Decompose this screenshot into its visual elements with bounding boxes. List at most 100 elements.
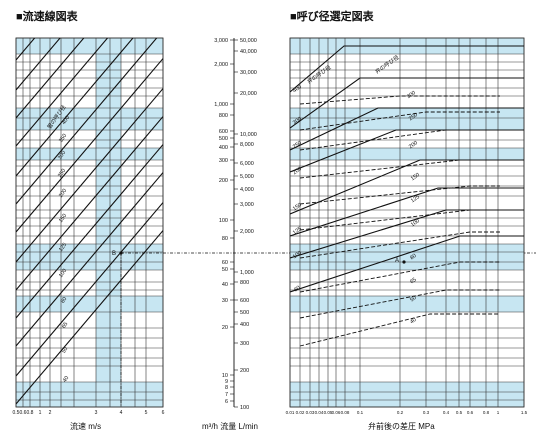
point-b-marker xyxy=(119,251,123,255)
lmin-tick-label: 8,000 xyxy=(240,142,254,148)
valve-line-dashed xyxy=(299,185,500,205)
band-row xyxy=(16,296,163,312)
valve-line-solid xyxy=(290,45,524,93)
m3h-tick-label: 100 xyxy=(219,218,228,224)
right-x-tick-label: 0.8 xyxy=(483,410,490,415)
valve-line-solid xyxy=(290,77,524,129)
band-row xyxy=(16,108,163,130)
valve-line-dashed xyxy=(299,129,500,151)
m3h-tick-label: 600 xyxy=(219,129,228,135)
m3h-tick-label: 1,000 xyxy=(214,102,228,108)
pipe-line-label: 80 xyxy=(60,296,68,304)
valve-line-dashed xyxy=(299,111,500,131)
valve-line-label: 100 xyxy=(292,250,303,260)
valve-line-label: 250 xyxy=(292,140,303,150)
right-x-tick-label: 0.03 xyxy=(306,410,315,415)
lmin-tick-label: 2,000 xyxy=(240,229,254,235)
valve-dashed-label: 50 xyxy=(409,295,417,303)
right-x-axis-title: 弁前後の差圧 MPa xyxy=(368,422,435,431)
pipe-line-label: 300 xyxy=(57,150,67,161)
pipe-diameter-line xyxy=(16,38,134,177)
right-x-tick-label: 0.02 xyxy=(296,410,305,415)
pipe-line-label: 40 xyxy=(62,375,70,383)
band-row xyxy=(16,382,163,407)
pipe-line-label: 400 xyxy=(61,115,71,126)
lmin-tick-label: 1,000 xyxy=(240,270,254,276)
valve-line-dashed xyxy=(299,231,500,259)
m3h-tick-label: 8 xyxy=(225,385,228,391)
valve-line-dashed xyxy=(299,313,500,347)
right-x-tick-label: 0.3 xyxy=(423,410,430,415)
right-x-tick-label: 0.06 xyxy=(332,410,341,415)
left-x-tick-label: 5 xyxy=(145,410,148,416)
left-x-axis-title: 流速 m/s xyxy=(70,422,102,431)
valve-dashed-label: 65 xyxy=(409,277,417,285)
pipe-diameter-line xyxy=(16,38,85,119)
right-x-tick-label: 0.4 xyxy=(443,410,450,415)
band-row xyxy=(16,148,163,160)
band-row xyxy=(290,382,524,407)
m3h-tick-label: 200 xyxy=(219,178,228,184)
m3h-tick-label: 2,000 xyxy=(214,62,228,68)
pipe-line-label: 50 xyxy=(61,346,69,354)
point-a-label: A xyxy=(395,258,399,264)
right-x-tick-label: 0.5 xyxy=(456,410,463,415)
valve-dashed-label: 300 xyxy=(406,90,417,100)
lmin-tick-label: 40,000 xyxy=(240,49,257,55)
m3h-tick-label: 6 xyxy=(225,399,228,405)
lmin-tick-label: 20,000 xyxy=(240,91,257,97)
left-x-tick-label: 0.5 xyxy=(13,410,20,416)
m3h-tick-label: 9 xyxy=(225,379,228,385)
valve-line-solid xyxy=(290,235,524,293)
left-x-tick-label: 3 xyxy=(95,410,98,416)
m3h-tick-label: 40 xyxy=(222,282,228,288)
valve-dashed-label: 250 xyxy=(408,112,419,122)
pipe-diameter-line xyxy=(16,171,163,347)
band-row xyxy=(290,244,524,270)
valve-dashed-label: 80 xyxy=(409,253,417,261)
pipe-diameter-line xyxy=(16,87,163,263)
lmin-tick-label: 6,000 xyxy=(240,161,254,167)
m3h-tick-label: 7 xyxy=(225,392,228,398)
right-x-tick-label: 0.08 xyxy=(341,410,350,415)
left-x-tick-label: 2 xyxy=(49,410,52,416)
valve-line-dashed xyxy=(299,261,500,293)
band-row xyxy=(290,148,524,160)
pipe-line-label: 65 xyxy=(61,321,69,329)
pipe-diameter-line xyxy=(16,115,163,291)
lmin-tick-label: 300 xyxy=(240,341,249,347)
lmin-tick-label: 3,000 xyxy=(240,202,254,208)
right-x-tick-label: 0.1 xyxy=(357,410,364,415)
valve-line-dashed xyxy=(299,209,500,231)
pipe-diameter-line xyxy=(16,201,163,377)
right-x-tick-label: 1 xyxy=(497,410,500,415)
valve-dashed-label: 40 xyxy=(409,317,417,325)
valve-line-dashed xyxy=(299,95,500,105)
valve-diameter-caption: 弁の呼び径 xyxy=(373,53,401,76)
right-chart-title: ■呼び径選定図表 xyxy=(290,11,374,23)
lmin-tick-label: 500 xyxy=(240,310,249,316)
band-row xyxy=(290,108,524,130)
m3h-tick-label: 80 xyxy=(222,236,228,242)
valve-line-label: 400 xyxy=(292,84,303,94)
band-row xyxy=(290,296,524,312)
band-column xyxy=(96,38,121,407)
valve-dashed-label: 125 xyxy=(410,194,421,204)
m3h-tick-label: 400 xyxy=(219,145,228,151)
center-axis-title: m³/h 流量 L/min xyxy=(202,422,259,431)
pipe-diameter-line xyxy=(16,38,158,205)
valve-line-solid xyxy=(290,159,524,215)
right-frame xyxy=(289,37,525,408)
right-x-tick-label: 0.04 xyxy=(315,410,324,415)
m3h-tick-label: 500 xyxy=(219,136,228,142)
m3h-tick-label: 50 xyxy=(222,267,228,273)
right-x-tick-label: 0.2 xyxy=(397,410,404,415)
valve-line-label: 80 xyxy=(293,285,301,293)
valve-line-label: 300 xyxy=(292,116,303,126)
right-x-tick-label: 1.5 xyxy=(521,410,528,415)
valve-line-solid xyxy=(290,107,524,151)
right-valve-lines xyxy=(290,45,524,347)
m3h-tick-label: 60 xyxy=(222,260,228,266)
